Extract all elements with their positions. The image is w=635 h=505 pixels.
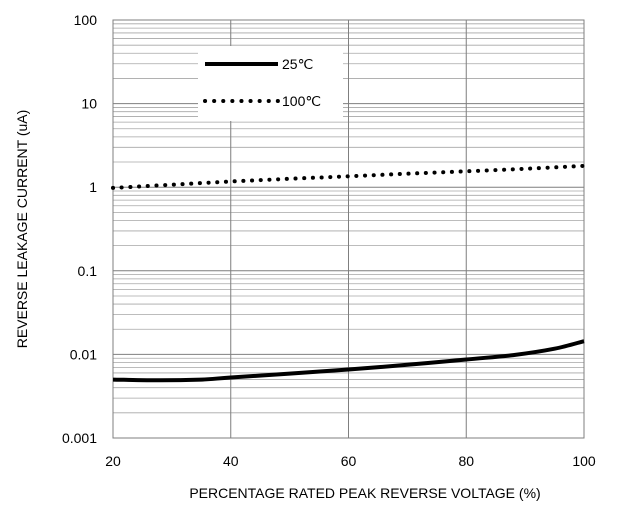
legend-label-25c: 25℃ <box>282 56 313 72</box>
series-group <box>111 163 586 383</box>
legend: 25℃ 100℃ <box>198 46 343 121</box>
x-tick-label: 100 <box>572 453 596 469</box>
y-axis-title: REVERSE LEAKAGE CURRENT (uA) <box>14 110 30 349</box>
series-line-100c <box>111 163 586 190</box>
legend-box <box>198 46 343 121</box>
y-tick-label: 10 <box>81 96 97 112</box>
y-tick-label: 0.1 <box>78 263 98 279</box>
x-tick-label: 20 <box>105 453 121 469</box>
x-tick-label: 60 <box>341 453 357 469</box>
legend-label-100c: 100℃ <box>282 93 321 109</box>
x-tick-labels: 20 40 60 80 100 <box>105 453 596 469</box>
grid-lines <box>112 19 585 439</box>
plot-border <box>112 19 585 439</box>
y-tick-label: 0.001 <box>62 430 97 446</box>
y-tick-labels: 0.001 0.01 0.1 1 10 100 <box>62 12 97 446</box>
series-line-25c <box>112 339 585 383</box>
x-axis-title: PERCENTAGE RATED PEAK REVERSE VOLTAGE (%… <box>189 485 540 501</box>
x-tick-label: 40 <box>223 453 239 469</box>
y-tick-label: 1 <box>89 179 97 195</box>
y-tick-label: 0.01 <box>70 346 97 362</box>
x-tick-label: 80 <box>458 453 474 469</box>
y-tick-label: 100 <box>74 12 98 28</box>
